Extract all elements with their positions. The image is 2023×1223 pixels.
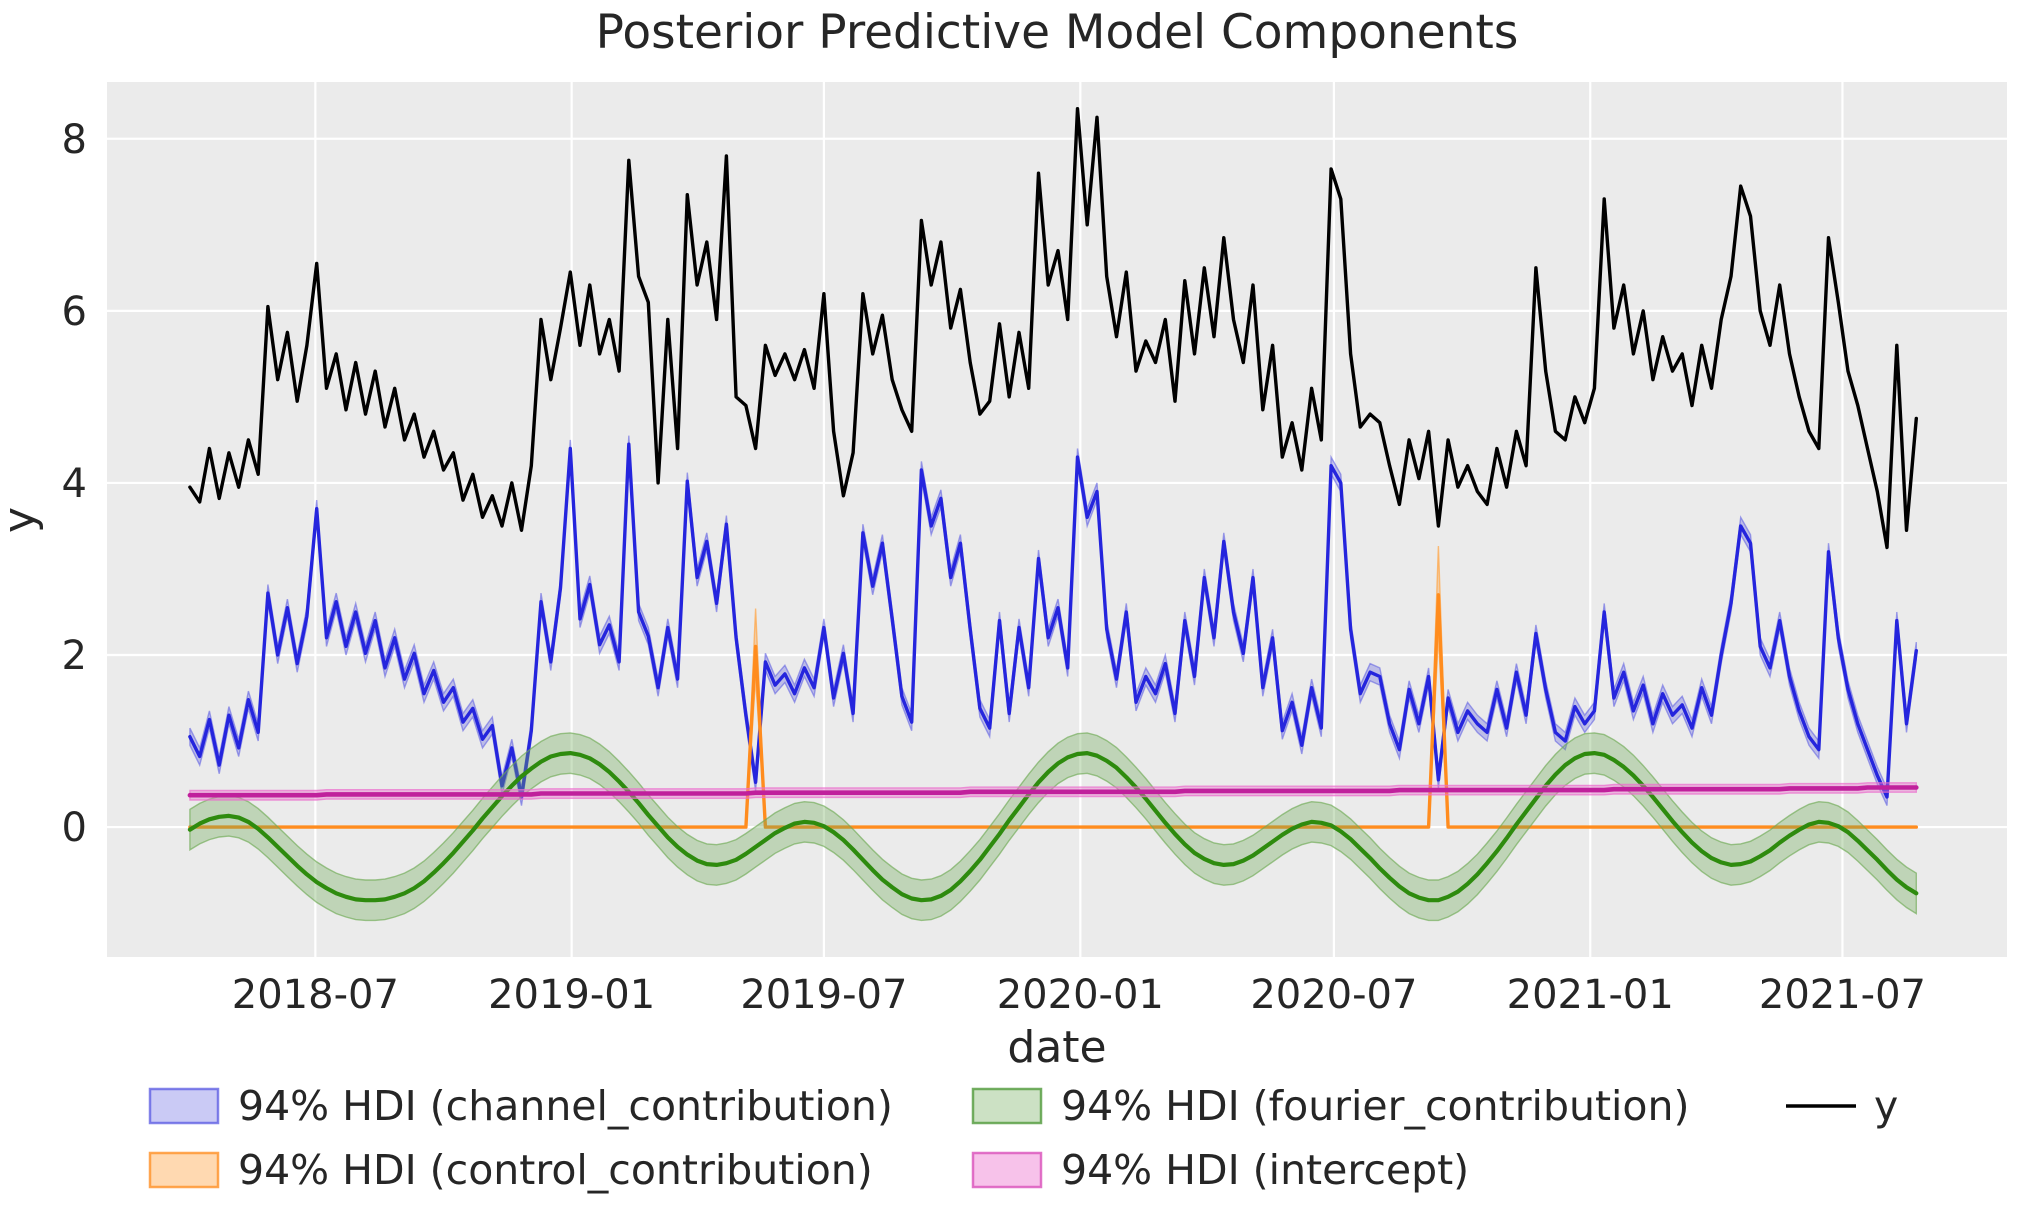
- legend-entry-y: y: [1786, 1082, 1898, 1130]
- legend-label-y: y: [1874, 1082, 1898, 1130]
- legend-label-channel: 94% HDI (channel_contribution): [238, 1082, 893, 1130]
- legend-patch-control: [148, 1151, 220, 1189]
- y-axis-tick-labels: 0 2 4 6 8: [62, 117, 87, 851]
- y-tick-label: 6: [62, 289, 87, 335]
- legend-label-control: 94% HDI (control_contribution): [238, 1146, 873, 1194]
- legend-label-intercept: 94% HDI (intercept): [1061, 1146, 1469, 1194]
- x-tick-label: 2020-01: [997, 972, 1164, 1018]
- x-tick-label: 2021-07: [1759, 972, 1926, 1018]
- x-tick-label: 2019-01: [488, 972, 655, 1018]
- intercept-line: [187, 785, 1919, 798]
- x-axis-tick-labels: 2018-07 2019-01 2019-07 2020-01 2020-07 2021-…: [232, 972, 1926, 1018]
- fourier_contribution-line: [187, 751, 1919, 903]
- x-tick-label: 2021-01: [1507, 972, 1674, 1018]
- legend-label-fourier: 94% HDI (fourier_contribution): [1061, 1082, 1690, 1130]
- chart-title: Posterior Predictive Model Components: [596, 5, 1519, 60]
- y-axis-label: y: [0, 507, 45, 533]
- y-tick-label: 4: [62, 461, 87, 507]
- x-tick-label: 2020-07: [1250, 972, 1417, 1018]
- fourier_contribution-hdi-band: [189, 732, 1917, 922]
- y-tick-label: 8: [62, 117, 87, 163]
- legend-entry-fourier: 94% HDI (fourier_contribution): [971, 1082, 1690, 1130]
- series-layer: [187, 107, 1919, 922]
- legend-entry-intercept: 94% HDI (intercept): [971, 1146, 1469, 1194]
- y-tick-label: 2: [62, 633, 87, 679]
- x-axis-label: date: [1007, 1022, 1106, 1073]
- y-tick-label: 0: [62, 805, 87, 851]
- legend-patch-fourier: [971, 1087, 1043, 1125]
- legend-patch-intercept: [971, 1151, 1043, 1189]
- plot-area: [107, 82, 2007, 957]
- legend: 94% HDI (channel_contribution) 94% HDI (c…: [148, 1082, 1898, 1194]
- x-tick-label: 2019-07: [740, 972, 907, 1018]
- channel_contribution-line: [188, 442, 1918, 799]
- x-tick-label: 2018-07: [232, 972, 399, 1018]
- legend-patch-channel: [148, 1087, 220, 1125]
- y-line: [188, 107, 1918, 550]
- legend-entry-control: 94% HDI (control_contribution): [148, 1146, 873, 1194]
- legend-entry-channel: 94% HDI (channel_contribution): [148, 1082, 893, 1130]
